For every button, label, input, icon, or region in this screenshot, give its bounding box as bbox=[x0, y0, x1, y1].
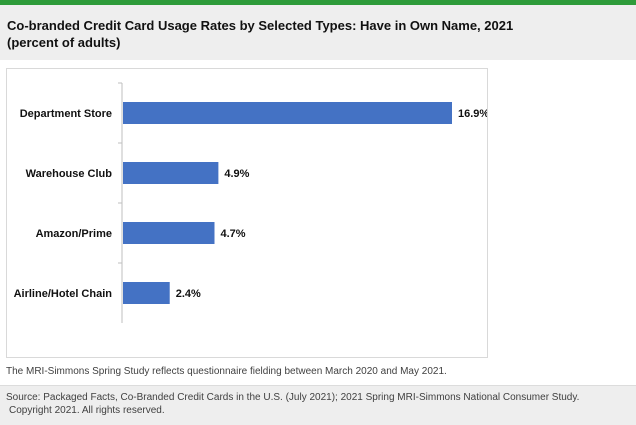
chart-area: Department Store 16.9% Warehouse Club 4.9% A… bbox=[6, 68, 488, 358]
chart-header: Co-branded Credit Card Usage Rates by Se… bbox=[0, 5, 636, 60]
study-note: The MRI-Simmons Spring Study reflects qu… bbox=[6, 366, 447, 377]
chart-subtitle: (percent of adults) bbox=[7, 35, 121, 50]
copyright-text: Copyright 2021. All rights reserved. bbox=[9, 405, 165, 416]
source-text: Source: Packaged Facts, Co-Branded Credi… bbox=[6, 392, 580, 403]
bar bbox=[123, 162, 219, 184]
data-label: 4.7% bbox=[220, 228, 245, 240]
data-label: 2.4% bbox=[176, 288, 201, 300]
source-footer: Source: Packaged Facts, Co-Branded Credi… bbox=[0, 385, 636, 425]
category-label: Amazon/Prime bbox=[36, 228, 112, 240]
data-label: 16.9% bbox=[458, 108, 487, 120]
bar bbox=[123, 222, 215, 244]
chart-title: Co-branded Credit Card Usage Rates by Se… bbox=[7, 18, 514, 33]
bar bbox=[123, 102, 452, 124]
category-label: Warehouse Club bbox=[26, 168, 113, 180]
bar-chart: Department Store 16.9% Warehouse Club 4.9% A… bbox=[14, 82, 487, 323]
header-accent-rule bbox=[0, 0, 636, 5]
category-label: Airline/Hotel Chain bbox=[14, 288, 113, 300]
bar bbox=[123, 282, 170, 304]
data-label: 4.9% bbox=[224, 168, 249, 180]
category-label: Department Store bbox=[20, 108, 112, 120]
